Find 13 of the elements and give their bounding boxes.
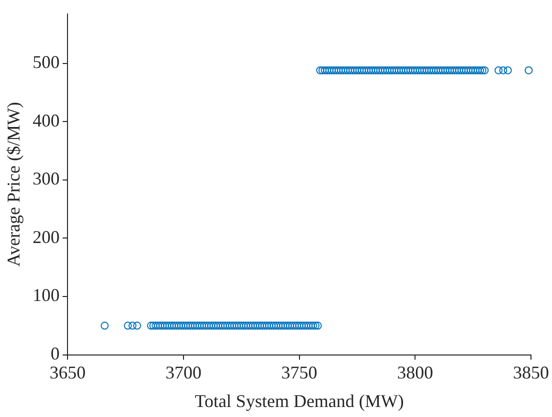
- x-axis-title: Total System Demand (MW): [194, 390, 404, 411]
- y-tick-label: 500: [32, 52, 60, 72]
- x-tick-label: 3650: [50, 362, 86, 382]
- x-tick-label: 3800: [397, 362, 434, 382]
- y-tick-label: 0: [50, 344, 60, 364]
- y-tick-label: 300: [32, 168, 60, 189]
- y-tick-label: 200: [32, 226, 60, 247]
- x-tick-label: 3850: [513, 362, 549, 382]
- y-axis-title: Average Price ($/MW): [4, 102, 24, 267]
- x-tick-label: 3700: [165, 362, 202, 382]
- y-tick-label: 100: [32, 285, 60, 306]
- x-tick-label: 3750: [281, 362, 318, 382]
- y-tick-label: 400: [32, 110, 60, 130]
